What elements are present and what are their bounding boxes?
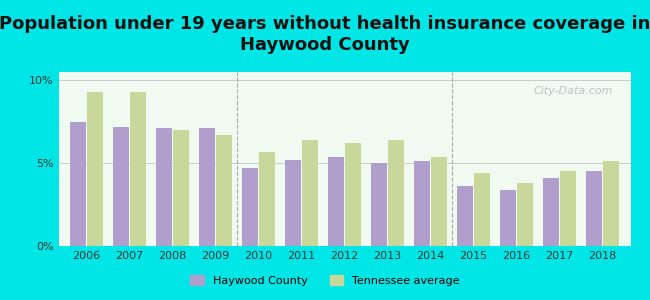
- Legend: Haywood County, Tennessee average: Haywood County, Tennessee average: [185, 270, 465, 291]
- Bar: [87, 92, 103, 246]
- Bar: [474, 173, 490, 246]
- Bar: [70, 122, 86, 246]
- Bar: [345, 143, 361, 246]
- Bar: [543, 178, 559, 246]
- Bar: [560, 171, 577, 246]
- Bar: [603, 161, 619, 246]
- Bar: [156, 128, 172, 246]
- Bar: [112, 127, 129, 246]
- Bar: [370, 163, 387, 246]
- Bar: [302, 140, 318, 246]
- Text: City-Data.com: City-Data.com: [534, 86, 614, 96]
- Bar: [199, 128, 215, 246]
- Text: Population under 19 years without health insurance coverage in
Haywood County: Population under 19 years without health…: [0, 15, 650, 54]
- Bar: [586, 171, 602, 246]
- Bar: [388, 140, 404, 246]
- Bar: [259, 152, 275, 246]
- Bar: [414, 161, 430, 246]
- Bar: [500, 190, 516, 246]
- Bar: [328, 157, 344, 246]
- Bar: [130, 92, 146, 246]
- Bar: [216, 135, 232, 246]
- Bar: [285, 160, 301, 246]
- Bar: [242, 168, 258, 246]
- Bar: [457, 186, 473, 246]
- Bar: [431, 157, 447, 246]
- Bar: [517, 183, 533, 246]
- Bar: [173, 130, 189, 246]
